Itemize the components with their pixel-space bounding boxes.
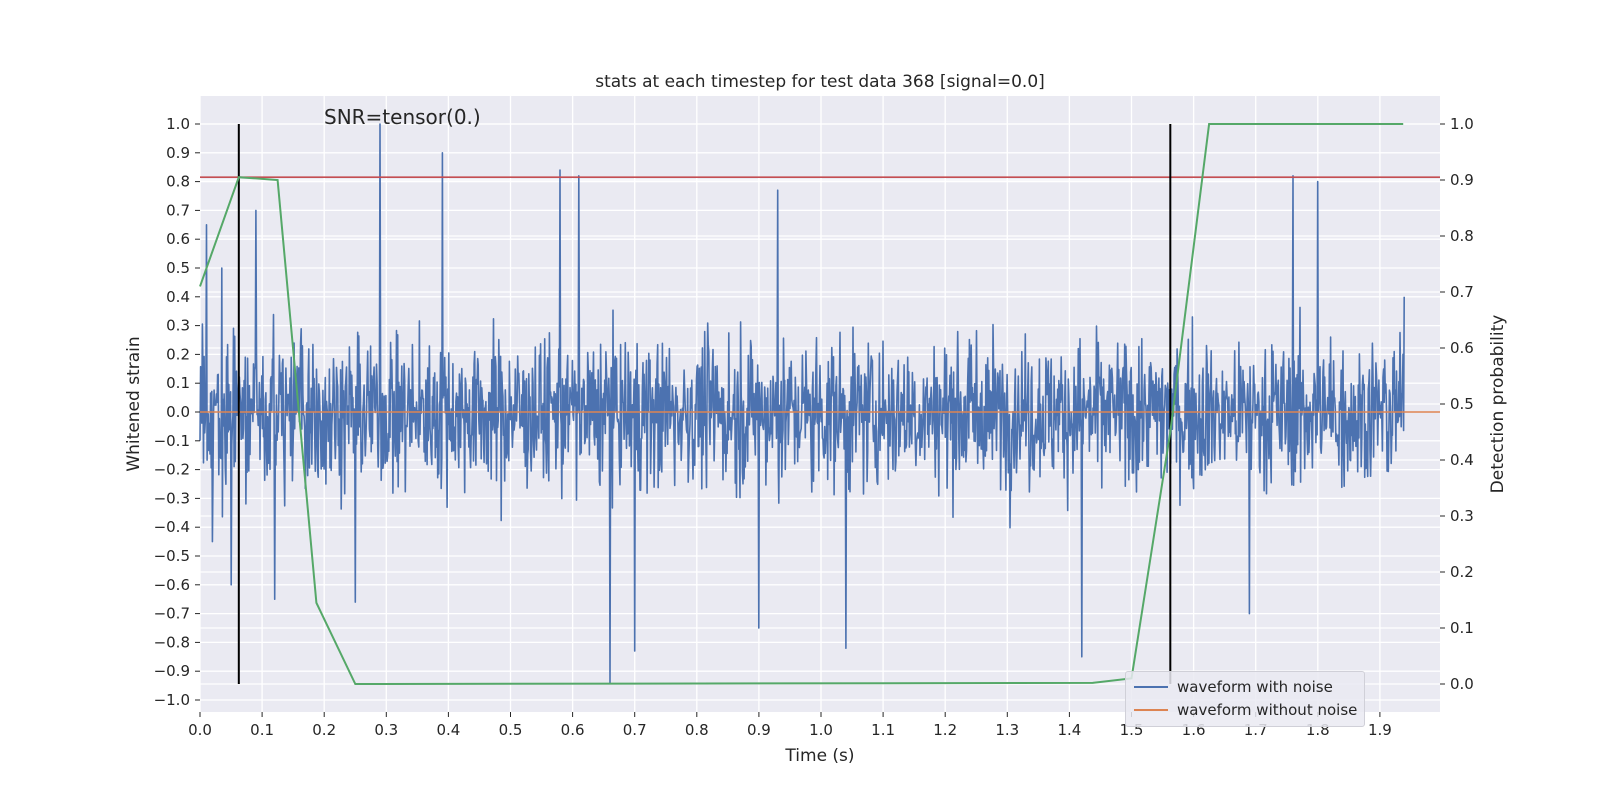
legend-label-noise: waveform with noise	[1177, 678, 1333, 696]
legend: waveform with noise waveform without noi…	[1125, 671, 1365, 727]
x-tick-label: 0.6	[561, 721, 585, 739]
y-right-tick-label: 0.5	[1450, 395, 1474, 413]
x-tick-label: 0.5	[499, 721, 523, 739]
y-tick-label: −0.6	[154, 576, 190, 594]
y-axis-label: Whitened strain	[124, 336, 144, 471]
chart-title: stats at each timestep for test data 368…	[595, 72, 1045, 92]
x-tick-label: 0.1	[250, 721, 274, 739]
y-tick-label: −0.3	[154, 489, 190, 507]
x-axis-label: Time (s)	[784, 746, 854, 766]
y-tick-label: −0.9	[154, 662, 190, 680]
legend-item-noise: waveform with noise	[1134, 676, 1333, 698]
x-tick-label: 1.3	[995, 721, 1019, 739]
x-tick-label: 0.9	[747, 721, 771, 739]
y-right-tick-label: 0.4	[1450, 451, 1474, 469]
y-right-tick-label: 0.7	[1450, 283, 1474, 301]
x-tick-label: 0.3	[374, 721, 398, 739]
x-tick-label: 0.2	[312, 721, 336, 739]
y-tick-label: −0.5	[154, 547, 190, 565]
x-tick-label: 1.0	[809, 721, 833, 739]
x-tick-label: 1.9	[1368, 721, 1392, 739]
y-right-tick-label: 0.2	[1450, 563, 1474, 581]
legend-swatch-clean	[1134, 709, 1168, 711]
tick-labels: 0.0 0.1 0.2 0.3 0.4 0.5 0.6 0.7 0.8 0.9 1.0 1.1 1.2 1…	[154, 115, 1474, 739]
y-right-tick-label: 1.0	[1450, 115, 1474, 133]
y-tick-label: 1.0	[166, 115, 190, 133]
y-tick-label: −0.7	[154, 605, 190, 623]
y-right-tick-label: 0.6	[1450, 339, 1474, 357]
y-tick-label: 0.4	[166, 288, 190, 306]
y-tick-label: 0.0	[166, 403, 190, 421]
y-right-tick-label: 0.0	[1450, 675, 1474, 693]
y-tick-label: 0.9	[166, 144, 190, 162]
y-axis-label-right: Detection probability	[1488, 315, 1508, 494]
y-tick-label: 0.1	[166, 374, 190, 392]
y-tick-label: −0.8	[154, 633, 190, 651]
y-tick-label: 0.5	[166, 259, 190, 277]
x-tick-label: 0.4	[436, 721, 460, 739]
legend-swatch-noise	[1134, 686, 1168, 688]
y-right-tick-label: 0.8	[1450, 227, 1474, 245]
x-tick-label: 0.7	[623, 721, 647, 739]
x-tick-label: 1.1	[871, 721, 895, 739]
y-tick-label: −1.0	[154, 691, 190, 709]
y-tick-label: 0.8	[166, 173, 190, 191]
y-right-tick-label: 0.3	[1450, 507, 1474, 525]
y-tick-label: 0.6	[166, 230, 190, 248]
y-right-tick-label: 0.9	[1450, 171, 1474, 189]
y-right-tick-label: 0.1	[1450, 619, 1474, 637]
y-tick-label: 0.3	[166, 317, 190, 335]
y-tick-label: 0.7	[166, 201, 190, 219]
y-tick-label: −0.2	[154, 461, 190, 479]
legend-item-clean: waveform without noise	[1134, 699, 1357, 721]
y-tick-label: −0.1	[154, 432, 190, 450]
x-tick-label: 1.4	[1057, 721, 1081, 739]
x-tick-label: 1.2	[933, 721, 957, 739]
waveform-with-noise-line	[199, 123, 1405, 684]
overlays	[199, 123, 1440, 686]
snr-annotation: SNR=tensor(0.)	[324, 105, 481, 129]
y-tick-label: −0.4	[154, 518, 190, 536]
x-tick-label: 0.0	[188, 721, 212, 739]
legend-label-clean: waveform without noise	[1177, 701, 1358, 719]
x-tick-label: 0.8	[685, 721, 709, 739]
series-waveform-with-noise	[199, 123, 1405, 684]
detection-probability-line	[199, 123, 1404, 686]
y-tick-label: 0.2	[166, 345, 190, 363]
